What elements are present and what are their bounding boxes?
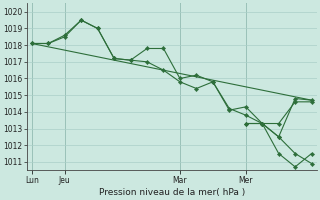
X-axis label: Pression niveau de la mer( hPa ): Pression niveau de la mer( hPa ) xyxy=(99,188,245,197)
